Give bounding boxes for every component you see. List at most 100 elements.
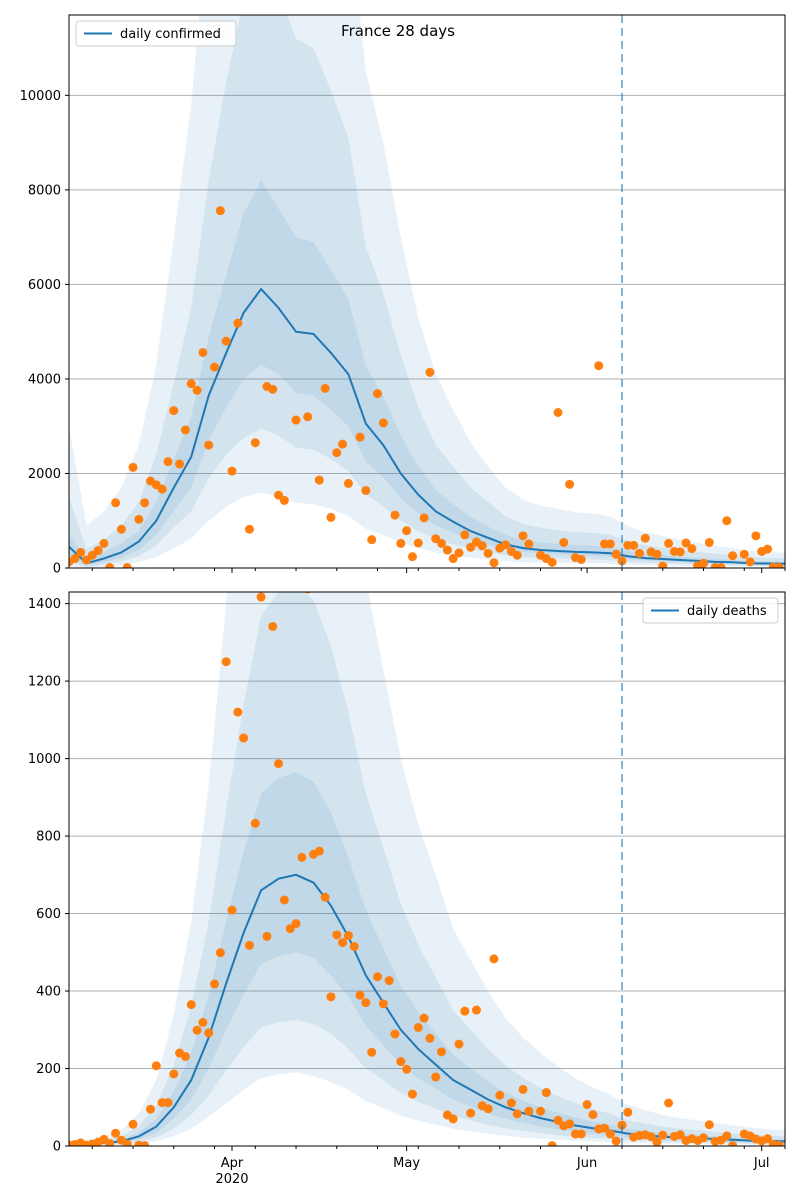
data-point xyxy=(361,485,371,495)
data-point xyxy=(466,542,476,552)
y-tick-label: 1200 xyxy=(28,675,61,690)
data-point xyxy=(471,1005,481,1015)
data-point xyxy=(553,407,563,417)
y-tick-label: 600 xyxy=(36,907,61,922)
data-point xyxy=(646,1132,656,1142)
y-tick-label: 400 xyxy=(36,985,61,1000)
data-point xyxy=(70,554,80,564)
data-point xyxy=(285,924,295,934)
data-point xyxy=(664,538,674,548)
y-tick-label: 6000 xyxy=(28,278,61,293)
data-point xyxy=(640,533,650,543)
data-point xyxy=(728,1141,738,1146)
data-point xyxy=(105,563,115,568)
panel-daily-confirmed: 0 2000 4000 6000 8000 10000 daily confirmed xyxy=(20,14,786,577)
data-point xyxy=(460,530,470,540)
data-point xyxy=(437,538,447,548)
data-point xyxy=(454,1039,464,1049)
data-point xyxy=(233,707,243,717)
data-point xyxy=(605,539,615,549)
data-point xyxy=(512,550,522,560)
data-point xyxy=(658,1130,668,1140)
data-point xyxy=(588,1110,598,1120)
data-point xyxy=(221,657,231,667)
data-point xyxy=(210,362,220,372)
data-point xyxy=(314,475,324,485)
data-point xyxy=(163,1098,173,1108)
data-point xyxy=(268,384,278,394)
y-tick-label: 1400 xyxy=(28,597,61,612)
data-point xyxy=(489,558,499,568)
data-point xyxy=(367,1047,377,1057)
data-point xyxy=(483,548,493,558)
data-point xyxy=(477,541,487,551)
data-point xyxy=(274,490,284,500)
data-point xyxy=(122,563,132,568)
data-point xyxy=(402,526,412,536)
x-tick-label: May xyxy=(393,1156,420,1171)
axes-frame xyxy=(68,14,786,569)
data-point xyxy=(215,206,225,216)
data-point xyxy=(163,457,173,467)
data-point xyxy=(524,539,534,549)
data-point xyxy=(256,592,266,602)
data-point xyxy=(617,556,627,566)
data-point xyxy=(448,1114,458,1124)
data-point xyxy=(407,1089,417,1099)
data-point xyxy=(151,1061,161,1071)
data-point xyxy=(355,990,365,1000)
data-point xyxy=(390,510,400,520)
y-tick-label: 4000 xyxy=(28,372,61,387)
band-inner xyxy=(69,180,785,566)
legend-label: daily deaths xyxy=(687,604,767,619)
data-point xyxy=(384,976,394,986)
data-point xyxy=(192,1025,202,1035)
data-point xyxy=(722,516,732,526)
data-point xyxy=(763,544,773,554)
data-point xyxy=(396,538,406,548)
data-point xyxy=(338,938,348,948)
series-line-daily-confirmed xyxy=(69,287,785,565)
data-point xyxy=(448,554,458,564)
data-point xyxy=(512,1109,522,1119)
data-point xyxy=(116,524,126,534)
data-point xyxy=(402,1064,412,1074)
x-tick-label: Jun xyxy=(576,1156,597,1171)
data-point xyxy=(576,1129,586,1139)
data-point xyxy=(658,561,668,568)
data-point xyxy=(501,540,511,550)
y-tick-label: 0 xyxy=(53,562,61,577)
data-point xyxy=(128,462,138,472)
data-point xyxy=(320,892,330,902)
data-point xyxy=(664,1098,674,1108)
data-point xyxy=(437,1047,447,1057)
data-point xyxy=(338,439,348,449)
data-point xyxy=(250,818,260,828)
data-point xyxy=(320,383,330,393)
data-point xyxy=(169,1069,179,1079)
data-point xyxy=(274,759,284,769)
y-tick-label: 800 xyxy=(36,830,61,845)
data-point xyxy=(722,1131,732,1141)
data-point xyxy=(634,548,644,558)
data-point xyxy=(611,1136,621,1146)
data-point xyxy=(774,563,784,568)
data-point xyxy=(215,948,225,958)
data-point xyxy=(565,1119,575,1129)
data-point xyxy=(279,895,289,905)
data-point xyxy=(233,318,243,328)
data-point xyxy=(489,954,499,964)
x-year-label: 2020 xyxy=(215,1172,248,1187)
data-point xyxy=(704,1120,714,1130)
data-point xyxy=(675,547,685,557)
data-point xyxy=(699,558,709,568)
data-point xyxy=(227,905,237,915)
data-point xyxy=(314,846,324,856)
axes-frame xyxy=(68,591,786,1147)
data-point xyxy=(629,540,639,550)
data-point xyxy=(547,1141,557,1146)
band-outer xyxy=(69,592,785,1146)
data-point xyxy=(483,1104,493,1114)
data-point xyxy=(180,1052,190,1062)
data-point xyxy=(576,554,586,564)
